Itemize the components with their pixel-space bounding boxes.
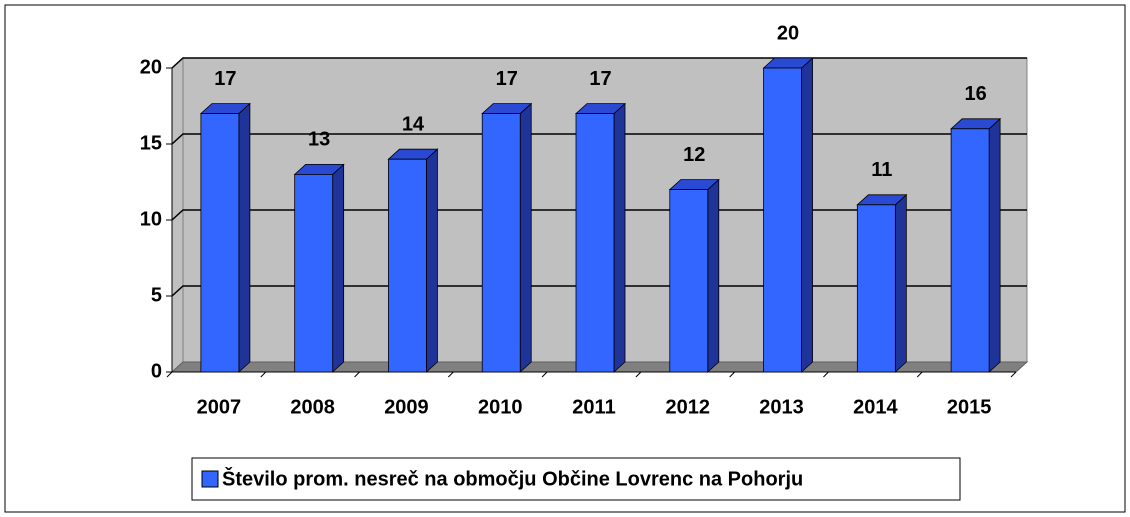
legend-swatch <box>201 470 219 488</box>
x-tick <box>823 371 829 378</box>
y-tick-label: 5 <box>151 284 162 306</box>
bar <box>668 178 720 373</box>
x-tick <box>260 371 267 378</box>
y-tick-label: 0 <box>151 360 162 382</box>
bar-side <box>426 148 438 373</box>
value-label: 17 <box>496 68 518 90</box>
bar-front <box>763 67 802 373</box>
bar <box>387 148 439 373</box>
y-tick-label: 20 <box>140 56 162 78</box>
grid-line <box>171 209 1027 221</box>
x-tick <box>354 371 360 378</box>
bar-side <box>894 193 907 373</box>
bar-front <box>575 113 615 373</box>
y-tick-label: 15 <box>140 132 162 154</box>
x-tick-label: 2008 <box>290 396 335 418</box>
x-tick-label: 2012 <box>666 396 711 418</box>
x-tick-label: 2013 <box>759 396 804 418</box>
legend-label: Število prom. nesreč na območju Občine L… <box>222 466 803 490</box>
value-label: 13 <box>308 129 330 151</box>
bar-side <box>332 163 345 373</box>
legend: Število prom. nesreč na območju Občine L… <box>191 457 961 501</box>
value-label: 16 <box>964 83 986 105</box>
value-label: 20 <box>777 22 799 44</box>
grid-line <box>171 133 1027 145</box>
bar-side <box>801 57 813 373</box>
x-tick <box>635 371 642 378</box>
bar-side <box>988 117 1001 373</box>
bar-front <box>950 128 990 373</box>
x-tick <box>916 371 923 378</box>
value-label: 14 <box>402 113 425 135</box>
x-tick <box>166 371 173 378</box>
bar-front <box>481 113 521 373</box>
grid-line <box>171 285 1027 297</box>
bar-front <box>200 113 240 373</box>
bar <box>481 102 533 373</box>
value-label: 11 <box>871 159 892 181</box>
x-tick-label: 2011 <box>572 396 615 418</box>
bar-side <box>519 102 532 373</box>
legend-box <box>191 457 961 501</box>
value-label: 17 <box>589 68 611 90</box>
bar <box>574 102 627 373</box>
value-label: 17 <box>214 68 236 90</box>
x-tick <box>541 371 548 378</box>
bar-front <box>388 158 427 373</box>
bar-side <box>238 102 251 373</box>
bar-front <box>856 204 896 373</box>
x-tick-label: 2009 <box>384 396 429 418</box>
bar-side <box>707 178 720 373</box>
bar-front <box>294 173 334 373</box>
x-tick <box>729 371 736 378</box>
x-tick-label: 2007 <box>197 396 242 418</box>
x-tick-label: 2014 <box>853 396 898 418</box>
value-label: 12 <box>683 144 705 166</box>
bar-front <box>669 189 709 373</box>
x-tick-label: 2010 <box>478 396 523 418</box>
x-tick <box>447 371 454 378</box>
bar <box>293 163 345 373</box>
bar-side <box>613 102 626 373</box>
bar <box>950 117 1002 373</box>
bar <box>199 102 251 373</box>
bar <box>856 193 908 373</box>
x-tick <box>1010 371 1017 378</box>
grid-line <box>171 57 1027 69</box>
y-tick-label: 10 <box>140 208 162 230</box>
bar <box>762 57 814 373</box>
x-tick-label: 2015 <box>947 396 992 418</box>
